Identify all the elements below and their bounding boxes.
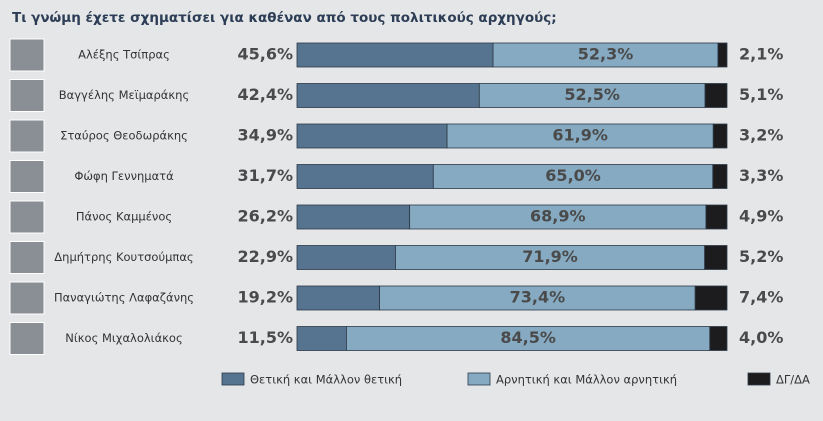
bar-segment: [296, 245, 396, 270]
photo: [9, 241, 45, 274]
bar-segment: [296, 83, 480, 108]
photo: [9, 322, 45, 355]
value-label: 68,9%: [530, 207, 586, 226]
photo: [9, 119, 45, 153]
photo: [9, 38, 45, 72]
category-label: Δημήτρης Κουτσούμπας: [54, 250, 193, 264]
value-label: 3,3%: [739, 166, 783, 185]
photo: [9, 281, 45, 315]
bar-segment: [296, 285, 380, 311]
bar-segment: [395, 245, 706, 270]
bar-segment: [704, 83, 728, 108]
value-label: 4,9%: [739, 207, 783, 226]
bar-segment: [446, 123, 714, 149]
value-label: 7,4%: [739, 288, 783, 307]
category-label: Βαγγέλης Μεϊμαράκης: [59, 88, 189, 102]
bar-segment: [296, 164, 434, 189]
value-label: 31,7%: [237, 166, 293, 185]
value-label: 5,2%: [739, 247, 783, 266]
value-label: 71,9%: [522, 247, 578, 266]
value-label: 61,9%: [552, 126, 608, 145]
bar-segment: [717, 42, 728, 68]
category-label: Σταύρος Θεοδωράκης: [60, 129, 188, 143]
bar-segment: [296, 123, 448, 149]
value-label: 4,0%: [739, 328, 783, 347]
value-label: 26,2%: [237, 207, 293, 226]
bar-segment: [296, 326, 347, 351]
bar-segment: [296, 204, 411, 230]
category-label: Φώφη Γεννηματά: [74, 169, 174, 183]
category-label: Νίκος Μιχαλολιάκος: [65, 331, 182, 345]
photo: [9, 79, 45, 112]
photo: [9, 200, 45, 234]
bar-segment: [694, 285, 728, 311]
legend-label: ΔΓ/ΔΑ: [776, 373, 810, 387]
value-label: 45,6%: [237, 45, 293, 64]
bar-segment: [478, 83, 706, 108]
value-label: 84,5%: [500, 328, 556, 347]
category-label: Αλέξης Τσίπρας: [78, 48, 170, 62]
value-label: 22,9%: [237, 247, 293, 266]
photo: [9, 160, 45, 193]
bar-segment: [712, 123, 728, 149]
value-label: 11,5%: [237, 328, 293, 347]
bar-segment: [492, 42, 719, 68]
value-label: 5,1%: [739, 85, 783, 104]
category-label: Παναγιώτης Λαφαζάνης: [54, 291, 194, 305]
legend-swatch: [467, 372, 491, 386]
bar-segment: [432, 164, 714, 189]
bar-segment: [346, 326, 711, 351]
bar-segment: [409, 204, 707, 230]
value-label: 52,5%: [564, 85, 620, 104]
bar-segment: [296, 42, 494, 68]
value-label: 2,1%: [739, 45, 783, 64]
value-label: 65,0%: [545, 166, 601, 185]
legend-swatch: [747, 372, 771, 386]
value-label: 42,4%: [237, 85, 293, 104]
legend-swatch: [221, 372, 245, 386]
chart-title: Τι γνώμη έχετε σχηματίσει για καθέναν απ…: [12, 10, 557, 26]
value-label: 73,4%: [510, 288, 566, 307]
value-label: 34,9%: [237, 126, 293, 145]
bar-segment: [705, 204, 728, 230]
value-label: 3,2%: [739, 126, 783, 145]
bar-segment: [709, 326, 728, 351]
bar-segment: [712, 164, 728, 189]
bar-segment: [704, 245, 728, 270]
legend-label: Θετική και Μάλλον θετική: [250, 373, 402, 387]
value-label: 19,2%: [237, 288, 293, 307]
legend-label: Αρνητική και Μάλλον αρνητική: [496, 373, 677, 387]
value-label: 52,3%: [578, 45, 634, 64]
category-label: Πάνος Καμμένος: [76, 210, 172, 224]
